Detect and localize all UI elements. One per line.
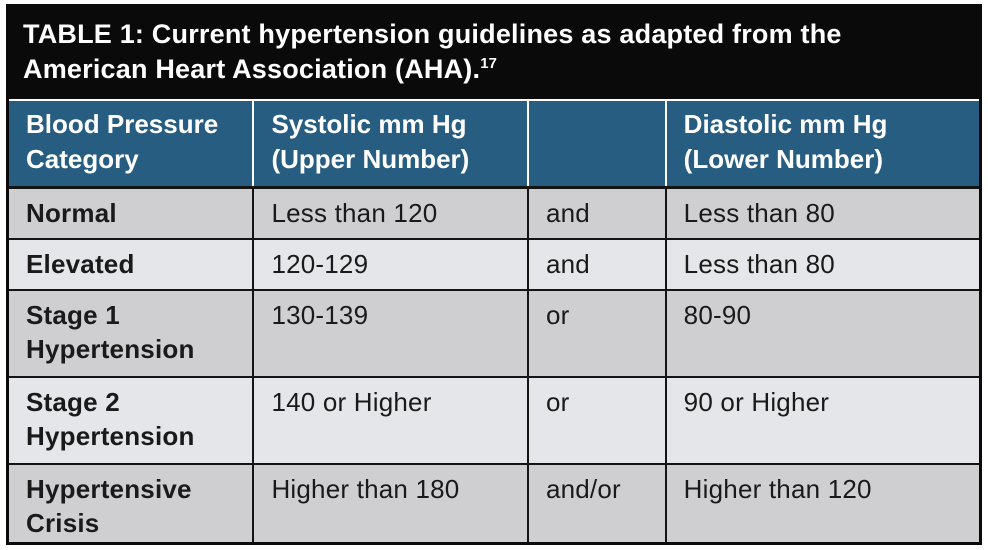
- systolic-cell: Less than 120: [252, 187, 528, 239]
- title-prefix: TABLE 1:: [23, 19, 145, 49]
- table-row: Stage 2 Hypertension 140 or Higher or 90…: [9, 375, 979, 464]
- systolic-cell: 130-139: [252, 288, 528, 377]
- systolic-cell: 120-129: [252, 237, 528, 290]
- table-body: Normal Less than 120 and Less than 80 El…: [9, 187, 979, 542]
- citation-superscript: 17: [480, 56, 498, 73]
- table-title: TABLE 1: Current hypertension guidelines…: [9, 7, 979, 102]
- table-row: Hypertensive Crisis Higher than 180 and/…: [9, 462, 979, 542]
- header-row: Blood Pressure Category Systolic mm Hg (…: [9, 101, 979, 190]
- table-row: Stage 1 Hypertension 130-139 or 80-90: [9, 288, 979, 377]
- category-cell: Elevated: [9, 237, 254, 290]
- connector-cell: and/or: [526, 462, 666, 542]
- category-cell: Stage 2 Hypertension: [9, 375, 254, 464]
- systolic-cell: 140 or Higher: [252, 375, 528, 464]
- connector-cell: and: [526, 187, 666, 239]
- table-row: Elevated 120-129 and Less than 80: [9, 237, 979, 290]
- category-cell: Stage 1 Hypertension: [9, 288, 254, 377]
- diastolic-cell: Less than 80: [664, 237, 979, 290]
- hypertension-guidelines-table: Blood Pressure Category Systolic mm Hg (…: [9, 101, 979, 542]
- connector-cell: or: [526, 288, 666, 377]
- table-header: Blood Pressure Category Systolic mm Hg (…: [9, 101, 979, 190]
- header-systolic: Systolic mm Hg (Upper Number): [252, 101, 528, 190]
- header-connector-spacer: [526, 101, 666, 190]
- table-row: Normal Less than 120 and Less than 80: [9, 187, 979, 239]
- category-cell: Normal: [9, 187, 254, 239]
- category-cell: Hypertensive Crisis: [9, 462, 254, 542]
- table-panel: TABLE 1: Current hypertension guidelines…: [6, 4, 982, 545]
- header-blood-pressure-category: Blood Pressure Category: [9, 101, 254, 190]
- connector-cell: and: [526, 237, 666, 290]
- connector-cell: or: [526, 375, 666, 464]
- diastolic-cell: Less than 80: [664, 187, 979, 239]
- diastolic-cell: Higher than 120: [664, 462, 979, 542]
- diastolic-cell: 80-90: [664, 288, 979, 377]
- title-text: Current hypertension guidelines as adapt…: [23, 19, 842, 85]
- systolic-cell: Higher than 180: [252, 462, 528, 542]
- diastolic-cell: 90 or Higher: [664, 375, 979, 464]
- header-diastolic: Diastolic mm Hg (Lower Number): [664, 101, 979, 190]
